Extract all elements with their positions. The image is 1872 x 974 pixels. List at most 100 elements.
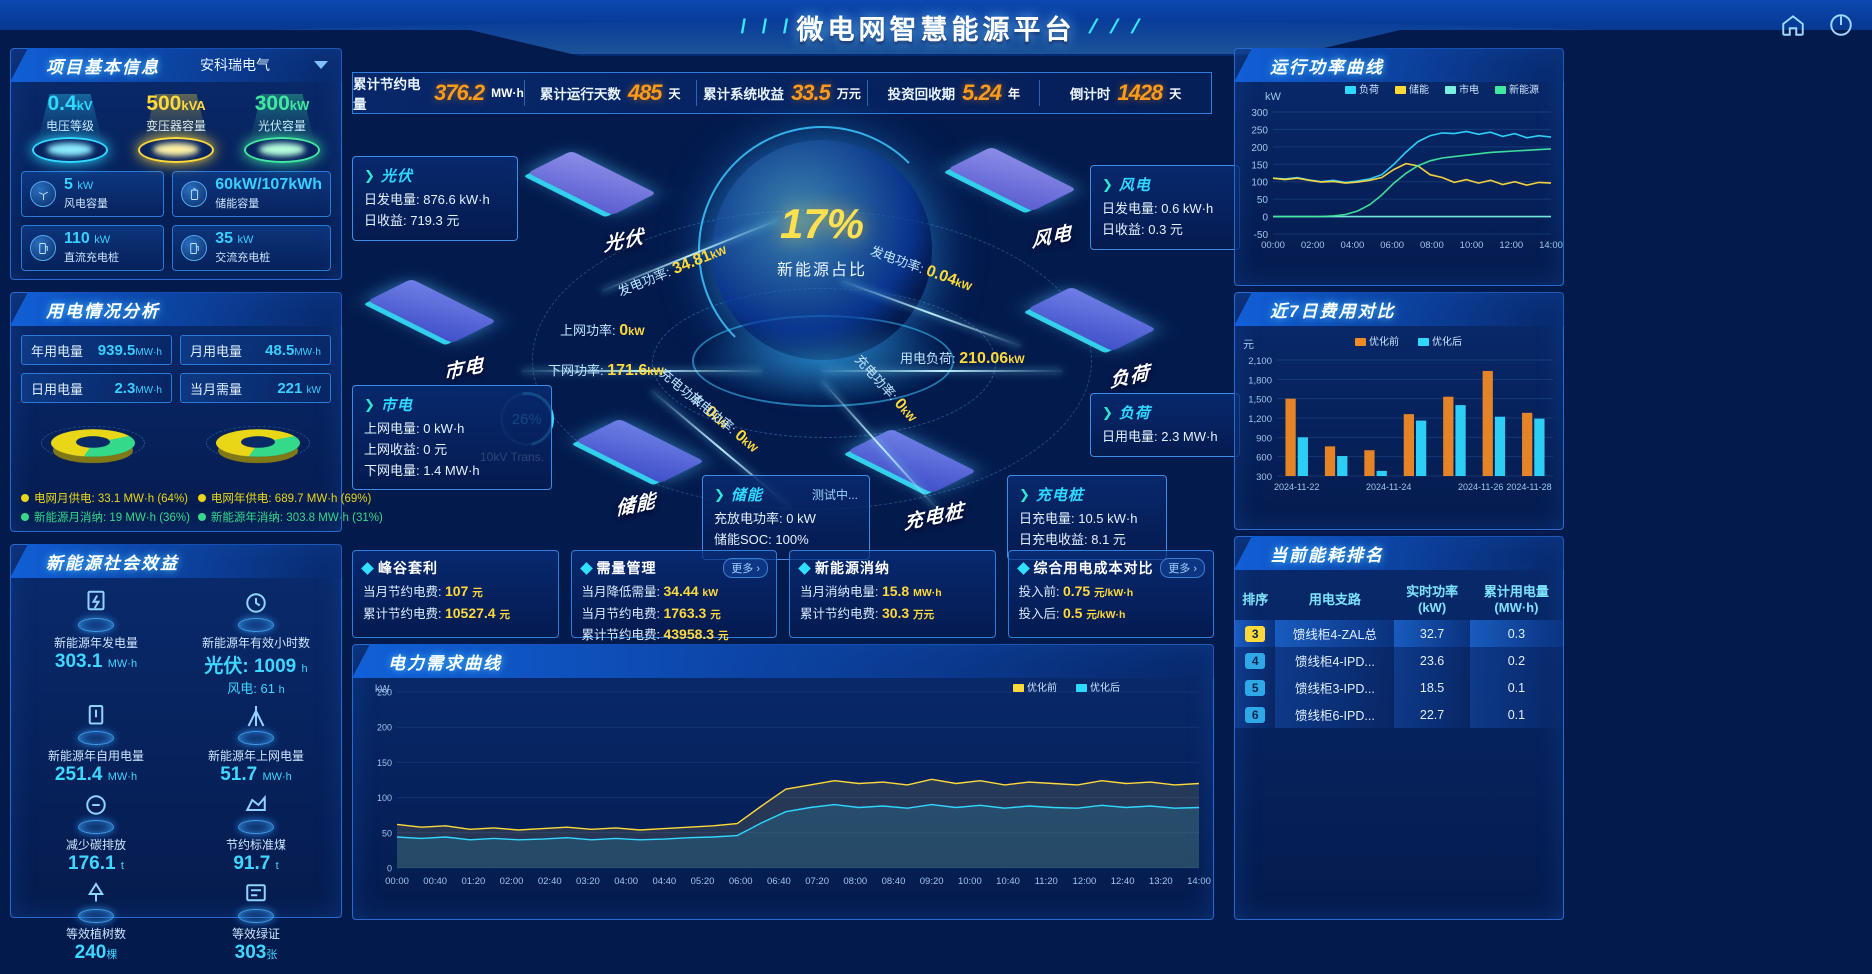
panel-header: 运行功率曲线 xyxy=(1234,48,1564,82)
panel-title: 近7日费用对比 xyxy=(1270,301,1396,321)
svg-text:0: 0 xyxy=(1262,213,1268,224)
table-row[interactable]: 3 馈线柜4-ZAL总 32.7 0.3 xyxy=(1235,620,1563,647)
svg-text:150: 150 xyxy=(1251,160,1268,171)
cell-power: 18.5 xyxy=(1394,674,1470,701)
benefit-hours: 新能源年有效小时数 光伏: 1009 h 风电: 61 h xyxy=(179,588,333,697)
flow-label-value: 171.6 xyxy=(607,362,648,379)
card-line: 上网收益: 0 元 xyxy=(364,441,448,457)
table-row[interactable]: 6 馈线柜6-IPD... 22.7 0.1 xyxy=(1235,701,1563,728)
benefit-caption: 新能源年自用电量 xyxy=(47,749,144,763)
project-select-value: 安科瑞电气 xyxy=(200,57,270,73)
svg-text:04:00: 04:00 xyxy=(614,876,638,887)
kpi-unit: 万元 xyxy=(836,86,861,101)
svg-text:10:00: 10:00 xyxy=(958,876,982,887)
diamond-icon xyxy=(798,561,811,575)
renewable-share-value: 17% xyxy=(779,200,865,247)
corner-accent-icon xyxy=(10,544,23,555)
donut-year xyxy=(204,411,314,483)
demand-chart: kW 0 50 100 150 200 250 00:00 00:40 01:20 02:00 02:… xyxy=(353,678,1213,908)
card-line: 充放电功率: 0 kW xyxy=(714,511,816,526)
usage-label: 当月需量 xyxy=(190,381,243,397)
flow-label-load-power: 用电负荷: 210.06kW xyxy=(900,348,1025,368)
node-label-grid: 市电 xyxy=(444,354,485,385)
orb-ring-decoration xyxy=(698,126,946,374)
coal-icon xyxy=(229,790,283,834)
benefit-unit: MW·h xyxy=(262,771,292,783)
stat-value: 43958.3 xyxy=(663,626,715,643)
legend-text: 新能源月消纳: 19 MW·h (36%) xyxy=(34,512,190,524)
stat-value: 34.44 xyxy=(663,583,699,599)
stat-unit: 元 xyxy=(710,608,721,621)
gauge-unit: kVA xyxy=(181,98,206,113)
info-value: 60kW/107kWh xyxy=(215,175,322,193)
svg-text:100: 100 xyxy=(1251,178,1268,189)
svg-text:10:00: 10:00 xyxy=(1460,240,1484,251)
flow-line-load xyxy=(822,370,1062,372)
svg-text:11:20: 11:20 xyxy=(1035,876,1058,887)
gauge-value: 300 xyxy=(254,92,290,115)
svg-text:12:00: 12:00 xyxy=(1073,876,1097,887)
benefit-caption: 节约标准煤 xyxy=(225,838,286,852)
panel-cost-compare: 近7日费用对比 元 300 600 900 1,200 1,500 1,800 2,100 20… xyxy=(1234,292,1564,530)
usage-year: 年用电量 939.5MW·h xyxy=(21,335,172,365)
usage-day: 日用电量 2.3MW·h xyxy=(21,373,172,403)
card-title: 市电 xyxy=(380,397,413,414)
gauge-label: 光伏容量 xyxy=(257,119,306,133)
corner-accent-icon xyxy=(1234,292,1247,303)
kpi-value: 485 xyxy=(627,80,663,105)
card-title: 充电桩 xyxy=(1035,487,1084,504)
th-power: 实时功率 (kW) xyxy=(1406,584,1459,615)
stat-renewable-consumption: 新能源消纳 当月消纳电量: 15.8 MW·h 累计节约电费: 30.3 万元 xyxy=(789,550,996,638)
grid-icon xyxy=(229,701,283,745)
diamond-icon xyxy=(1016,561,1030,575)
node-grid: 市电 xyxy=(367,278,497,384)
svg-text:kW: kW xyxy=(375,684,390,695)
gauge-value: 0.4 xyxy=(47,92,77,115)
card-charger: ❯ 充电桩 日充电量: 10.5 kW·h 日充电收益: 8.1 元 xyxy=(1007,475,1167,560)
usage-label: 月用电量 xyxy=(190,343,243,359)
panel-header: 当前能耗排名 xyxy=(1234,536,1564,570)
stat-demand-mgmt: 需量管理 更多 › 当月降低需量: 34.44 kW 当月节约电费: 1763.… xyxy=(570,550,777,642)
stat-peak-valley: 峰谷套利 当月节约电费: 107 元 累计节约电费: 10527.4 元 xyxy=(352,550,559,638)
legend-text: 电网年供电: 689.7 MW·h (69%) xyxy=(210,493,372,505)
card-line: 日收益: 0.3 元 xyxy=(1102,221,1183,237)
kpi-value: 33.5 xyxy=(791,80,831,105)
svg-text:2024-11-26: 2024-11-26 xyxy=(1458,482,1503,492)
benefit-unit: 棵 xyxy=(106,949,118,961)
svg-text:新能源: 新能源 xyxy=(1509,83,1539,96)
flow-label-text: 下网功率: xyxy=(548,363,604,378)
svg-text:100: 100 xyxy=(377,793,392,803)
flow-label-export: 上网功率: 0kW xyxy=(560,320,645,340)
self-use-icon xyxy=(69,701,123,745)
benefit-generation: 新能源年发电量 303.1 MW·h xyxy=(19,588,173,697)
kpi-item: 累计节约电量 376.2 MW·h xyxy=(353,77,525,112)
stat-unit: 元/kW·h xyxy=(1094,587,1134,599)
node-pv: 光伏 xyxy=(527,150,657,256)
table-row[interactable]: 5 馈线柜3-IPD... 18.5 0.1 xyxy=(1235,674,1563,701)
more-button[interactable]: 更多 › xyxy=(723,558,768,578)
stat-unit: kW xyxy=(702,587,719,599)
project-select[interactable]: 安科瑞电气 xyxy=(200,55,328,75)
svg-text:200: 200 xyxy=(1251,143,1268,154)
usage-demand: 当月需量 221 kW xyxy=(180,373,331,403)
svg-text:200: 200 xyxy=(377,723,392,733)
panel-header: 近7日费用对比 xyxy=(1234,292,1564,326)
table-row[interactable]: 4 馈线柜4-IPD... 23.6 0.2 xyxy=(1235,647,1563,674)
cell-branch: 馈线柜4-ZAL总 xyxy=(1275,620,1395,647)
svg-text:1,800: 1,800 xyxy=(1248,375,1272,386)
power-icon[interactable] xyxy=(1828,12,1854,43)
stat-label: 投入前: xyxy=(1018,585,1060,599)
wind-turbine-icon xyxy=(30,181,56,207)
cost-chart-svg: 元 300 600 900 1,200 1,500 1,800 2,100 2024-11-22… xyxy=(1243,335,1553,492)
legend-item: 电网年供电: 689.7 MW·h (69%) xyxy=(197,490,383,506)
svg-text:储能: 储能 xyxy=(1409,83,1429,96)
home-icon[interactable] xyxy=(1780,12,1806,43)
panel-usage-analysis: 用电情况分析 年用电量 939.5MW·h 月用电量 48.5MW·h 日用电量 2.… xyxy=(10,292,383,532)
kpi-item: 累计系统收益 33.5 万元 xyxy=(697,80,869,106)
card-title: 负荷 xyxy=(1118,405,1151,422)
benefit-unit: MW·h xyxy=(107,771,138,783)
more-button[interactable]: 更多 › xyxy=(1160,558,1205,578)
node-load: 负荷 xyxy=(1027,286,1157,392)
gauge-value: 500 xyxy=(146,92,182,115)
usage-label: 年用电量 xyxy=(31,343,84,359)
